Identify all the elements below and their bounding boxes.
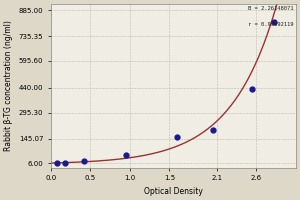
Point [250,88,255,91]
Point [211,129,215,132]
Point [175,136,180,139]
Point [55,162,60,165]
Text: r = 0.99992119: r = 0.99992119 [248,22,294,27]
Point [82,160,87,163]
Point [271,20,276,23]
Point [124,154,128,157]
Text: B = 2.26148071: B = 2.26148071 [248,6,294,11]
Y-axis label: Rabbit β-TG concentration (ng/ml): Rabbit β-TG concentration (ng/ml) [4,20,13,151]
Point [63,161,68,164]
X-axis label: Optical Density: Optical Density [144,187,203,196]
